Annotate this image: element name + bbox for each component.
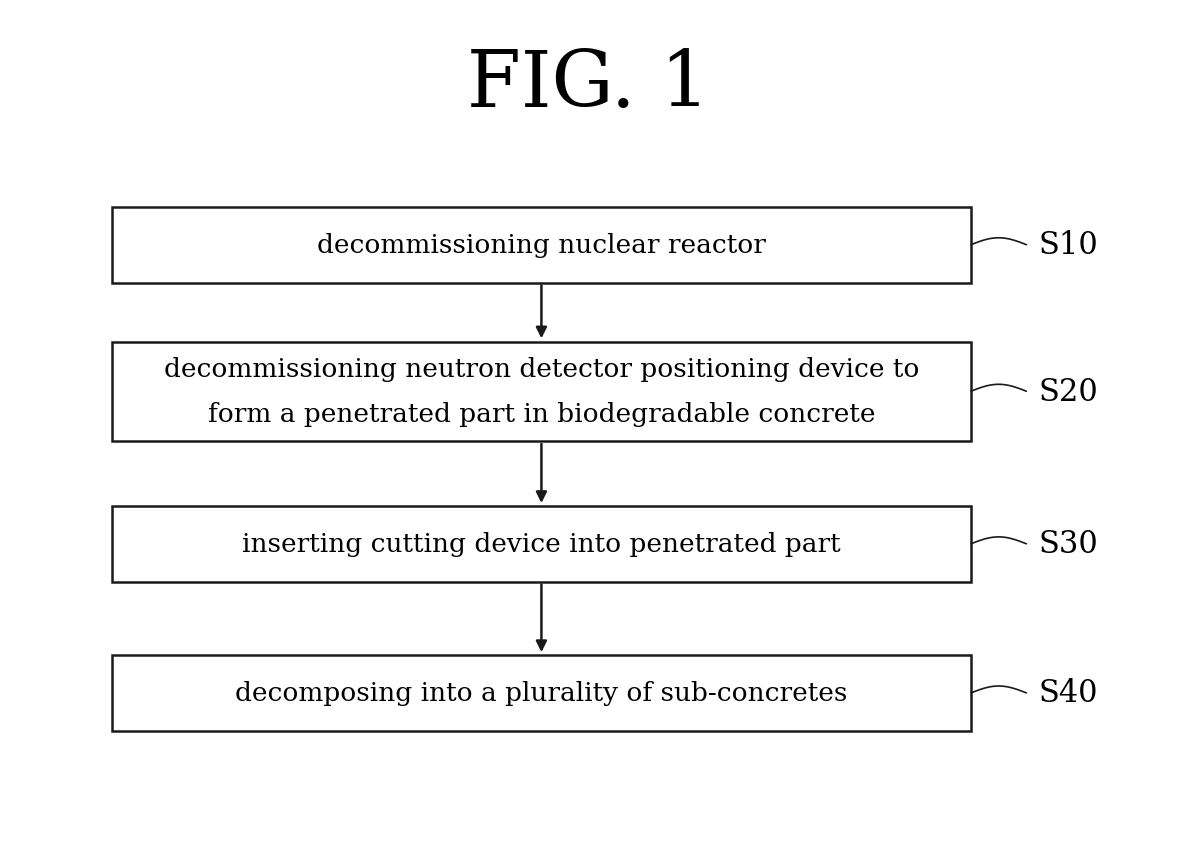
Text: S30: S30 [1038, 529, 1098, 560]
Bar [112, 506, 971, 582]
Text: form a penetrated part in biodegradable concrete: form a penetrated part in biodegradable … [207, 401, 876, 427]
Bar [112, 208, 971, 283]
Text: decommissioning neutron detector positioning device to: decommissioning neutron detector positio… [164, 356, 919, 382]
Text: FIG. 1: FIG. 1 [467, 47, 710, 123]
Text: decomposing into a plurality of sub-concretes: decomposing into a plurality of sub-conc… [235, 680, 847, 706]
Text: S40: S40 [1038, 678, 1098, 709]
Text: inserting cutting device into penetrated part: inserting cutting device into penetrated… [242, 531, 840, 557]
Text: S10: S10 [1038, 230, 1098, 261]
Text: S20: S20 [1038, 376, 1098, 407]
Text: decommissioning nuclear reactor: decommissioning nuclear reactor [317, 232, 766, 258]
Bar [112, 343, 971, 441]
Bar [112, 655, 971, 731]
